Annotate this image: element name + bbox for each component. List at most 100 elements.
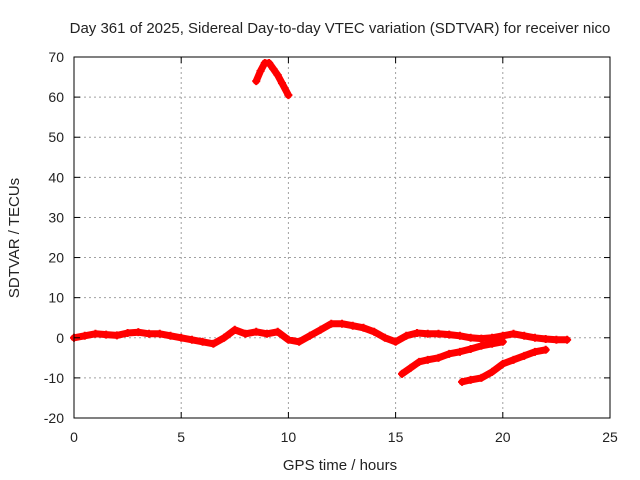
- data-point: [338, 319, 346, 328]
- data-point: [455, 347, 464, 356]
- x-tick-label: 0: [70, 429, 78, 445]
- data-point: [398, 369, 407, 378]
- data-point: [220, 333, 229, 342]
- data-point: [477, 334, 486, 343]
- data-point: [541, 334, 550, 343]
- data-point: [413, 328, 422, 337]
- x-tick-label: 15: [388, 429, 404, 445]
- series-lower-track-2: [458, 345, 550, 386]
- data-point: [273, 71, 282, 80]
- y-tick-label: 10: [48, 290, 64, 306]
- data-point: [209, 339, 218, 348]
- data-point: [305, 331, 314, 340]
- y-tick-label: -10: [44, 370, 64, 386]
- data-point: [423, 329, 432, 338]
- data-point: [112, 331, 121, 340]
- data-point: [466, 345, 475, 354]
- data-point: [265, 59, 274, 68]
- x-tick-label: 25: [602, 429, 618, 445]
- data-point: [284, 91, 293, 100]
- y-tick-label: 20: [48, 250, 64, 266]
- data-point: [370, 327, 379, 336]
- y-tick-label: 40: [48, 169, 64, 185]
- series-line: [458, 346, 550, 386]
- plot-frame: [73, 56, 611, 419]
- grid-lines: [74, 57, 610, 418]
- data-point: [552, 335, 561, 344]
- data-point: [445, 330, 454, 339]
- data-point: [102, 330, 111, 339]
- data-point: [488, 339, 497, 348]
- data-point: [488, 367, 497, 376]
- data-point: [477, 373, 486, 382]
- data-point: [466, 375, 475, 384]
- data-point: [155, 329, 164, 338]
- data-point: [177, 333, 186, 342]
- data-point: [230, 325, 239, 334]
- x-tick-label: 5: [177, 429, 185, 445]
- data-point: [445, 349, 454, 358]
- data-point: [458, 377, 467, 386]
- data-point: [256, 67, 265, 76]
- y-tick-labels: -20 -10 0 10 20 30 40 50 60 70: [44, 49, 64, 426]
- data-point: [295, 337, 304, 346]
- data-point: [252, 327, 261, 336]
- y-tick-label: 70: [48, 49, 64, 65]
- data-point: [327, 319, 336, 328]
- data-point: [477, 341, 486, 350]
- data-point: [241, 329, 250, 338]
- chart-title: Day 361 of 2025, Sidereal Day-to-day VTE…: [70, 20, 611, 37]
- series-line: [398, 338, 507, 378]
- data-point: [466, 333, 475, 342]
- data-point: [434, 353, 443, 362]
- axis-ticks: [73, 56, 611, 419]
- data-point: [530, 347, 539, 356]
- data-point: [423, 355, 432, 364]
- x-tick-label: 10: [281, 429, 297, 445]
- data-point: [541, 345, 550, 354]
- y-tick-label: 0: [56, 330, 64, 346]
- data-point: [406, 363, 415, 372]
- data-point: [415, 357, 424, 366]
- y-axis-label: SDTVAR / TECUs: [6, 178, 23, 298]
- data-point: [316, 325, 325, 334]
- data-point: [273, 327, 282, 336]
- data-point: [269, 65, 278, 74]
- y-tick-label: 50: [48, 129, 64, 145]
- data-point: [80, 331, 89, 340]
- series-main-band: [70, 319, 572, 348]
- data-point: [380, 333, 389, 342]
- data-point: [563, 335, 572, 344]
- data-point: [187, 335, 196, 344]
- data-point: [348, 321, 357, 330]
- data-point: [91, 329, 100, 338]
- data-point: [198, 337, 207, 346]
- data-point: [134, 328, 143, 337]
- data-point: [520, 331, 529, 340]
- data-point: [530, 333, 539, 342]
- y-tick-label: -20: [44, 410, 64, 426]
- data-point: [402, 331, 411, 340]
- x-tick-label: 20: [495, 429, 511, 445]
- data-point: [262, 329, 271, 338]
- data-point: [455, 331, 464, 340]
- data-point: [252, 77, 261, 86]
- series-peak-arc: [252, 59, 293, 100]
- data-point: [277, 79, 286, 88]
- x-axis-label: GPS time / hours: [283, 457, 397, 474]
- data-point: [520, 351, 529, 360]
- data-point: [166, 331, 175, 340]
- y-tick-label: 30: [48, 209, 64, 225]
- series-layer: [70, 59, 572, 386]
- data-point: [145, 329, 154, 338]
- data-point: [509, 329, 518, 338]
- data-point: [391, 337, 400, 346]
- data-point: [498, 337, 507, 346]
- x-tick-labels: 0 5 10 15 20 25: [70, 429, 618, 445]
- series-lower-track-1: [398, 337, 507, 378]
- data-point: [359, 323, 368, 332]
- data-point: [498, 359, 507, 368]
- data-point: [123, 328, 132, 337]
- data-point: [284, 335, 293, 344]
- data-point: [509, 355, 518, 364]
